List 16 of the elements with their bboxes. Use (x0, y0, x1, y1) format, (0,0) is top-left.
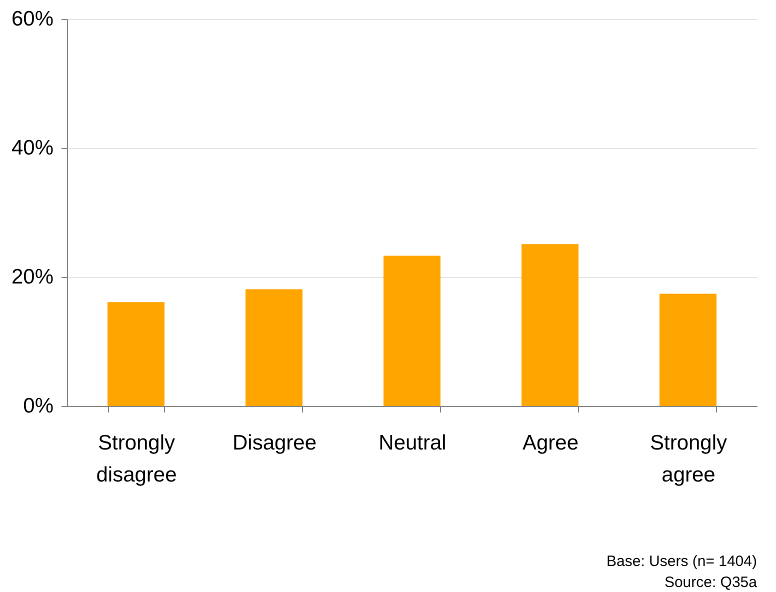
x-tick-label: Strongly disagree (96, 432, 177, 486)
y-tick-label: 40% (11, 136, 54, 160)
y-tick-label: 60% (11, 8, 54, 30)
source-note: Source: Q35a (664, 574, 758, 591)
bar (522, 244, 578, 406)
bar (108, 302, 164, 406)
y-tick-label: 0% (23, 394, 54, 418)
x-tick-label: Agree (522, 432, 579, 454)
bar (246, 289, 302, 406)
x-tick-label: Neutral (378, 432, 446, 454)
bar (660, 294, 716, 406)
text: Base: Users (n= 1404) (606, 553, 757, 570)
x-tick-label: Disagree (232, 432, 317, 454)
x-tick-label: Strongly agree (650, 432, 728, 486)
bar (384, 256, 440, 406)
y-tick-label: 20% (11, 266, 54, 288)
